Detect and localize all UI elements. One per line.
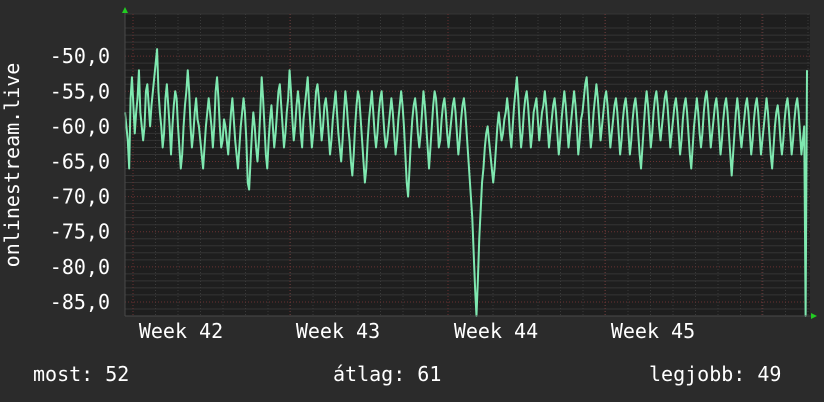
current-value: most: 52	[33, 362, 130, 386]
x-axis-arrow-icon	[811, 313, 817, 319]
axes	[122, 7, 817, 319]
y-tick-label: -60,0	[50, 114, 110, 138]
y-tick-label: -80,0	[50, 255, 110, 279]
y-axis-arrow-icon	[122, 7, 128, 13]
grid	[125, 13, 810, 317]
y-axis-label: onlinestream.live	[0, 63, 24, 268]
series	[124, 48, 808, 317]
x-tick-label: Week 44	[454, 319, 538, 343]
y-tick-label: -70,0	[50, 185, 110, 209]
y-tick-label: -75,0	[50, 220, 110, 244]
average-value: átlag: 61	[333, 362, 442, 386]
y-tick-label: -55,0	[50, 79, 110, 103]
x-ticks: Week 42 Week 43 Week 44 Week 45	[139, 319, 695, 343]
y-tick-label: -85,0	[50, 290, 110, 314]
x-tick-label: Week 45	[611, 319, 695, 343]
plot-area	[125, 14, 810, 316]
y-ticks: -50,0 -55,0 -60,0 -65,0 -70,0 -75,0 -80,0 -85,0	[50, 44, 110, 314]
x-tick-label: Week 43	[296, 319, 380, 343]
y-tick-label: -65,0	[50, 149, 110, 173]
series-line	[124, 48, 808, 317]
chart: -50,0 -55,0 -60,0 -65,0 -70,0 -75,0 -80,0 -85,0…	[0, 7, 817, 343]
y-tick-label: -50,0	[50, 44, 110, 68]
x-tick-label: Week 42	[139, 319, 223, 343]
best-value: legjobb: 49	[649, 362, 782, 386]
